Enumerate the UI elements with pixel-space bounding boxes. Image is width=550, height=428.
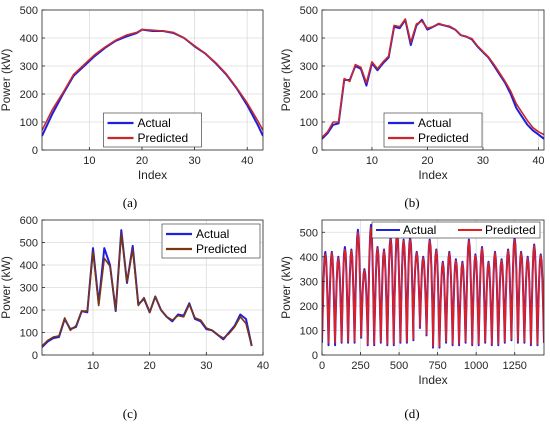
x-tick-label: 20 [421,155,433,167]
x-tick-label: 40 [257,360,269,372]
legend-box [161,223,261,259]
x-tick-label: 30 [477,155,489,167]
x-axis-label: Index [138,168,167,182]
x-tick-label: 10 [87,360,99,372]
legend-box [103,112,202,148]
legend-label-predicted: Predicted [138,131,189,145]
x-tick-label: 250 [351,360,369,372]
x-tick-label: 40 [532,155,544,167]
y-tick-label: 300 [300,61,318,73]
axes-box [321,9,545,151]
series-line-predicted [42,28,263,131]
panel-d: 0 250 500 750 1000 1250 0 100 200 300 400 500 Index P… [279,219,545,421]
panel-caption: (b) [404,195,419,210]
series-line-predicted [42,232,253,347]
x-tick-label: 750 [428,360,446,372]
y-tick-label: 400 [300,252,318,264]
y-tick-label: 200 [20,89,38,101]
panel-caption: (c) [123,406,137,421]
y-tick-label: 400 [20,260,38,272]
x-axis-label: Index [418,168,447,182]
y-tick-label: 500 [300,5,318,17]
y-axis-label: Power (kW) [279,256,293,319]
series-line-predicted [322,18,544,138]
y-tick-label: 100 [300,117,318,129]
x-tick-label: 10 [83,155,95,167]
y-tick-label: 0 [32,350,38,362]
legend-label-actual: Actual [403,223,436,237]
x-tick-label: 20 [144,360,156,372]
y-tick-label: 0 [312,350,318,362]
y-axis-label: Power (kW) [279,49,293,112]
legend: Actual Predicted [371,221,541,239]
x-tick-label: 20 [136,155,148,167]
y-tick-label: 0 [312,145,318,157]
x-tick-label: 40 [241,155,253,167]
y-tick-label: 400 [300,33,318,45]
y-tick-label: 0 [32,145,38,157]
y-tick-label: 500 [300,227,318,239]
y-tick-label: 400 [20,33,38,45]
y-tick-label: 100 [300,325,318,337]
y-tick-label: 200 [20,305,38,317]
y-tick-label: 300 [20,61,38,73]
x-tick-label: 1000 [464,360,488,372]
panel-caption: (d) [404,406,419,421]
legend-label-actual: Actual [418,116,451,130]
legend-label-predicted: Predicted [418,131,469,145]
y-tick-label: 200 [300,89,318,101]
panel-caption: (a) [123,195,137,210]
x-tick-label: 30 [188,155,200,167]
legend-label-actual: Actual [196,227,229,241]
x-tick-label: 10 [366,155,378,167]
y-tick-label: 100 [20,117,38,129]
y-tick-label: 500 [20,5,38,17]
y-axis-label: Power (kW) [0,49,13,112]
x-tick-label: 30 [200,360,212,372]
legend-label-predicted: Predicted [485,223,536,237]
x-axis-label: Index [418,373,447,387]
y-tick-label: 200 [300,301,318,313]
y-axis-label: Power (kW) [0,256,13,319]
x-tick-label: 0 [319,360,325,372]
y-tick-label: 300 [20,283,38,295]
axes-box [41,9,264,151]
legend-label-predicted: Predicted [196,242,247,256]
y-tick-label: 600 [20,215,38,227]
legend-label-actual: Actual [138,116,171,130]
y-tick-label: 100 [20,328,38,340]
x-tick-label: 500 [390,360,408,372]
y-tick-label: 300 [300,276,318,288]
y-tick-label: 500 [20,238,38,250]
x-tick-label: 1250 [502,360,526,372]
axes-box [321,219,545,356]
series-line-predicted [322,226,544,348]
legend-box [383,112,483,148]
legend-box [371,221,541,239]
